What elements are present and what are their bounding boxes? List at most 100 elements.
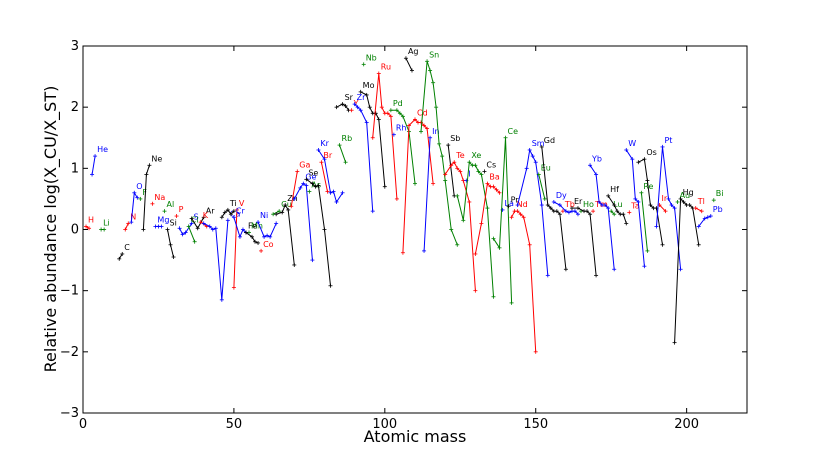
data-point [473,251,478,256]
element-label: Ba [489,173,499,182]
series-v: V [231,199,245,290]
data-point [428,68,433,73]
series-yb: Yb [588,154,617,272]
data-point [461,218,466,223]
x-tick-label: 50 [226,417,243,432]
data-point [225,218,230,223]
data-point [425,126,430,131]
data-point [268,234,273,239]
element-label: I [468,170,470,179]
data-point [422,123,427,128]
data-point [452,160,457,165]
data-point [256,220,261,225]
data-point [557,203,562,208]
data-point [171,255,176,260]
element-label: Ne [151,154,162,163]
data-point [328,190,333,195]
data-point [231,209,236,214]
series-te: Te [443,151,478,293]
data-point [367,105,372,110]
series-line [233,209,238,288]
data-point [473,288,478,293]
element-label: Cs [486,160,496,169]
series-pt: Pt [654,136,683,272]
series-w: W [624,139,647,269]
series-line [339,144,347,163]
series-se: Se [304,168,333,288]
data-point [307,189,312,194]
series-line [656,146,682,270]
data-point [219,297,224,302]
element-label: He [97,145,108,154]
data-point [648,203,653,208]
data-point [286,207,291,212]
data-point [606,206,611,211]
element-label: Na [154,193,165,202]
series-cr: Cr [231,206,248,239]
element-label: In [432,127,439,136]
data-point [334,199,339,204]
data-point [180,232,185,237]
data-point [678,267,683,272]
data-point [337,143,342,148]
element-label: Ge [305,173,316,182]
element-label: Pb [713,205,723,214]
data-point [446,143,451,148]
element-label: Mo [363,81,375,90]
data-point [413,117,417,122]
data-point [189,221,194,226]
series-line [444,161,476,291]
series-line [372,73,398,199]
data-point [491,236,496,241]
series-mg: Mg [153,215,169,229]
series-line [538,174,546,200]
data-point [343,160,348,165]
series-p: P [174,205,184,219]
data-point [539,203,544,208]
data-point [603,203,608,208]
data-point [669,203,674,208]
series-tl: Tl [693,197,705,214]
x-tick-label: 200 [674,417,699,432]
data-point [491,184,496,189]
data-point [231,285,236,290]
element-label: Xe [471,151,481,160]
series-h: H [84,215,94,231]
series-rh: Rh [391,124,407,137]
data-point [159,224,164,229]
element-label: Ag [408,47,419,56]
data-point [117,256,122,261]
series-al: Al [162,200,174,214]
series-line [695,207,702,212]
data-point [87,226,92,231]
element-label: Al [166,200,174,209]
data-point [533,349,538,354]
data-point [518,212,523,217]
data-point [352,102,357,107]
series-si: Si [165,219,177,260]
series-sr: Sr [334,93,354,113]
series-line [203,220,229,300]
data-point [364,120,369,125]
data-point [455,242,460,247]
data-point [419,129,424,134]
element-label: Cl [191,215,199,224]
series-nd: Nd [509,200,538,354]
data-point [609,209,614,214]
data-point [174,214,179,219]
data-point [527,242,532,247]
series-sm: Sm [515,139,550,278]
series-line [571,207,597,276]
series-ce: Ce [491,127,518,305]
series-pr: Pr [506,195,519,209]
data-point [298,185,303,190]
data-point [304,183,309,188]
data-point [382,184,387,189]
y-tick-label: 3 [71,39,79,54]
data-point [594,273,599,278]
data-point [542,196,547,201]
data-point [385,111,390,116]
data-point [253,239,258,244]
series-bi: Bi [711,189,724,203]
